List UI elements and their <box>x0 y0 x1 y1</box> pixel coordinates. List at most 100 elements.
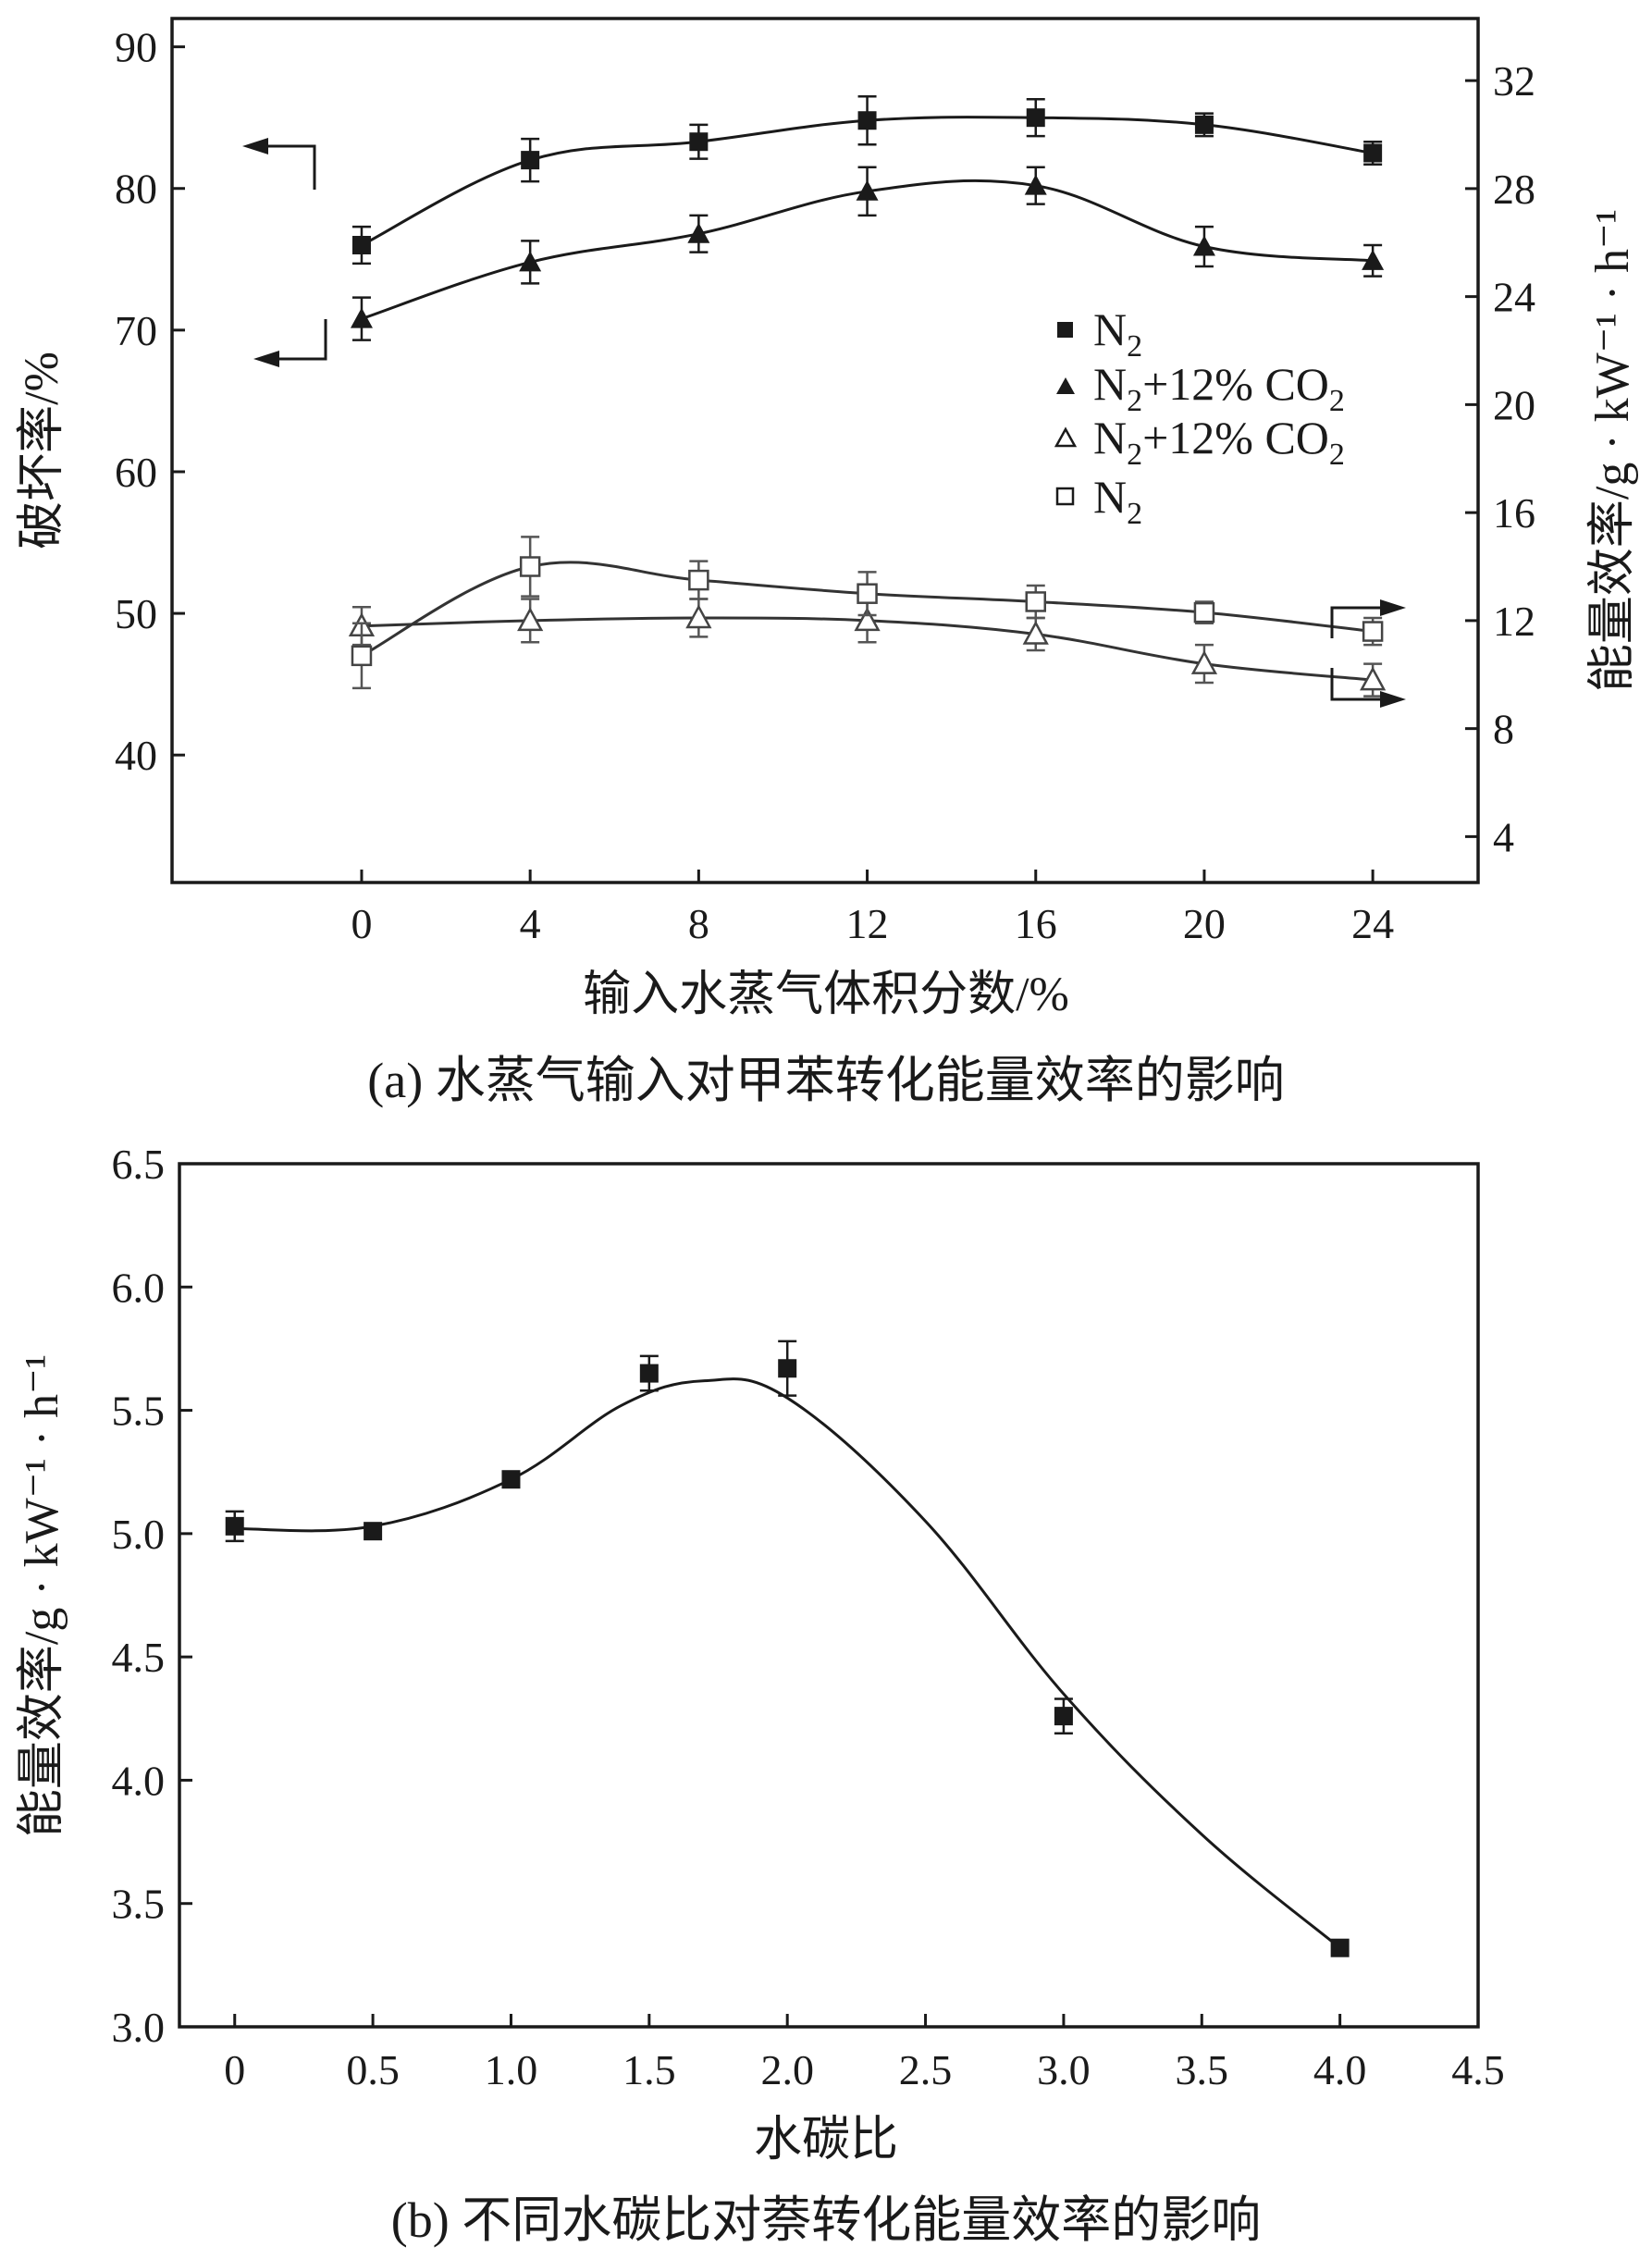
chart-a-series-2-point-3 <box>854 607 881 632</box>
chart-b-y-tick-label: 6.0 <box>112 1264 166 1311</box>
chart-a-yr-tick-label: 20 <box>1493 381 1535 428</box>
chart-a-series-1-point-2 <box>687 222 710 243</box>
chart-a-series-1-point-6 <box>1362 249 1385 270</box>
chart-a-ylabel-left: 破坏率/% <box>16 352 68 549</box>
right-axis-arrow-upper <box>1330 599 1406 638</box>
chart-b-point-0 <box>225 1516 244 1536</box>
chart-a-series-3-point-4 <box>1025 591 1046 612</box>
chart-a-yr-tick-label: 12 <box>1493 598 1535 645</box>
chart-a-y-left-ticks: 40 50 60 70 80 90 <box>115 24 185 779</box>
chart-a-x-ticks: 0 4 8 12 16 20 24 <box>351 870 1394 947</box>
chart-a-yl-tick-label: 80 <box>115 166 157 213</box>
legend-marker-open-triangle <box>1054 426 1078 448</box>
chart-b-x-tick-label: 0 <box>224 2046 245 2093</box>
svg-text:N2+12% CO2: N2+12% CO2 <box>1093 358 1345 418</box>
chart-a-yl-tick-label: 50 <box>115 590 157 637</box>
chart-a-series-1-point-1 <box>519 251 542 272</box>
chart-b-x-tick-label: 3.5 <box>1176 2046 1229 2093</box>
chart-b-x-tick-label: 2.0 <box>760 2046 814 2093</box>
chart-a-yr-tick-label: 28 <box>1493 166 1535 213</box>
chart-a-series-3-point-3 <box>857 583 878 604</box>
chart-b-x-tick-label: 4.5 <box>1451 2046 1505 2093</box>
chart-b-caption: (b) 不同水碳比对萘转化能量效率的影响 <box>391 2192 1261 2248</box>
chart-b-y-tick-label: 4.0 <box>112 1757 166 1804</box>
chart-b-xlabel: 水碳比 <box>754 2114 898 2166</box>
chart-b-y-tick-label: 3.5 <box>112 1881 166 1928</box>
chart-b-y-tick-label: 5.0 <box>112 1511 166 1558</box>
chart-a-series-2-point-1 <box>517 607 544 632</box>
chart-a-frame <box>170 17 1480 884</box>
left-axis-arrow-lower <box>253 319 327 367</box>
chart-a-series-2-point-6 <box>1360 666 1387 691</box>
chart-a-series-0-point-2 <box>689 132 709 152</box>
svg-text:N2+12% CO2: N2+12% CO2 <box>1093 412 1345 472</box>
chart-b-curves <box>234 1377 1341 1949</box>
legend-item-1: N2+12% CO2 <box>1056 358 1345 418</box>
chart-b-ylabel: 能量效率/g · kW⁻¹ · h⁻¹ <box>16 1354 68 1837</box>
chart-b-point-5 <box>1054 1707 1073 1726</box>
legend-item-2: N2+12% CO2 <box>1054 412 1345 472</box>
chart-b-y-tick-label: 4.5 <box>112 1634 166 1681</box>
chart-b-y-tick-label: 3.0 <box>112 2004 166 2051</box>
chart-a-series-1-point-3 <box>856 179 879 201</box>
legend-item-0: N2 <box>1057 303 1142 364</box>
chart-b-x-tick-label: 3.0 <box>1037 2046 1091 2093</box>
chart-a-series-0-point-3 <box>857 111 877 130</box>
legend-marker-open-square <box>1055 487 1075 506</box>
chart-a-yl-tick-label: 70 <box>115 307 157 354</box>
chart-b-x-tick-label: 4.0 <box>1313 2046 1367 2093</box>
chart-a-y-right-ticks: 4 8 12 16 20 24 28 32 <box>1465 57 1535 860</box>
chart-a-series-1-point-4 <box>1024 174 1047 195</box>
chart-a-xlabel: 输入水蒸气体积分数/% <box>583 969 1069 1021</box>
chart-a-x-tick-label: 4 <box>520 900 541 947</box>
chart-a-x-tick-label: 8 <box>688 900 709 947</box>
chart-a-yr-tick-label: 24 <box>1493 274 1535 321</box>
chart-b-point-2 <box>501 1470 521 1489</box>
chart-a-series-1-point-0 <box>350 307 373 328</box>
chart-a-series-0-point-5 <box>1194 115 1214 134</box>
chart-a-x-tick-label: 0 <box>351 900 372 947</box>
chart-a-yr-tick-label: 16 <box>1493 489 1535 537</box>
chart-a-series-0-point-4 <box>1026 108 1045 128</box>
chart-a-series-0-point-0 <box>351 235 371 254</box>
chart-a-yl-tick-label: 90 <box>115 24 157 71</box>
chart-b-y-tick-label: 6.5 <box>112 1141 166 1188</box>
chart-a-caption: (a) 水蒸气输入对甲苯转化能量效率的影响 <box>367 1053 1284 1108</box>
legend-marker-filled-square <box>1057 322 1073 338</box>
chart-a-x-tick-label: 12 <box>846 900 889 947</box>
chart-a-yr-tick-label: 4 <box>1493 813 1514 860</box>
left-axis-arrow-upper <box>242 138 316 190</box>
chart-b-x-ticks: 0 0.5 1.0 1.5 2.0 2.5 3.0 3.5 4.0 4.5 <box>224 2014 1505 2093</box>
chart-b-point-3 <box>639 1364 659 1383</box>
chart-b-x-tick-label: 2.5 <box>899 2046 953 2093</box>
svg-text:N2: N2 <box>1093 303 1142 364</box>
legend-item-3: N2 <box>1055 471 1142 531</box>
legend-label-0: N <box>1093 303 1127 355</box>
chart-a-legend: N2 N2+12% CO2 N2+12% CO2 N2 <box>1054 303 1345 531</box>
chart-a-yr-tick-label: 8 <box>1493 706 1514 753</box>
chart-b-x-tick-label: 1.5 <box>623 2046 676 2093</box>
chart-a-yr-tick-label: 32 <box>1493 57 1535 105</box>
chart-a-series-3-point-0 <box>351 645 373 667</box>
chart-b-y-ticks: 3.0 3.5 4.0 4.5 5.0 5.5 6.0 6.5 <box>112 1141 192 2051</box>
chart-a-series-3-point-2 <box>688 569 709 591</box>
chart-a-points <box>348 94 1387 697</box>
chart-b-y-tick-label: 5.5 <box>112 1388 166 1435</box>
chart-b-point-1 <box>364 1522 383 1541</box>
chart-b-fit-line <box>234 1377 1341 1949</box>
chart-a-series-2-point-2 <box>685 604 712 629</box>
chart-b-point-4 <box>778 1359 797 1378</box>
chart-a-series-0-point-6 <box>1363 143 1383 163</box>
chart-a-x-tick-label: 20 <box>1183 900 1226 947</box>
chart-b-points <box>225 1339 1350 1957</box>
chart-a-series-3-point-1 <box>519 556 541 577</box>
chart-b-x-tick-label: 0.5 <box>346 2046 400 2093</box>
chart-b-frame <box>178 1162 1480 2029</box>
chart-a-yl-tick-label: 40 <box>115 732 157 779</box>
chart-a-ylabel-right: 能量效率/g · kW⁻¹ · h⁻¹ <box>1586 209 1639 692</box>
chart-a-series-2-point-4 <box>1022 620 1049 645</box>
svg-text:N2: N2 <box>1093 471 1142 531</box>
legend-marker-filled-triangle <box>1056 377 1075 394</box>
